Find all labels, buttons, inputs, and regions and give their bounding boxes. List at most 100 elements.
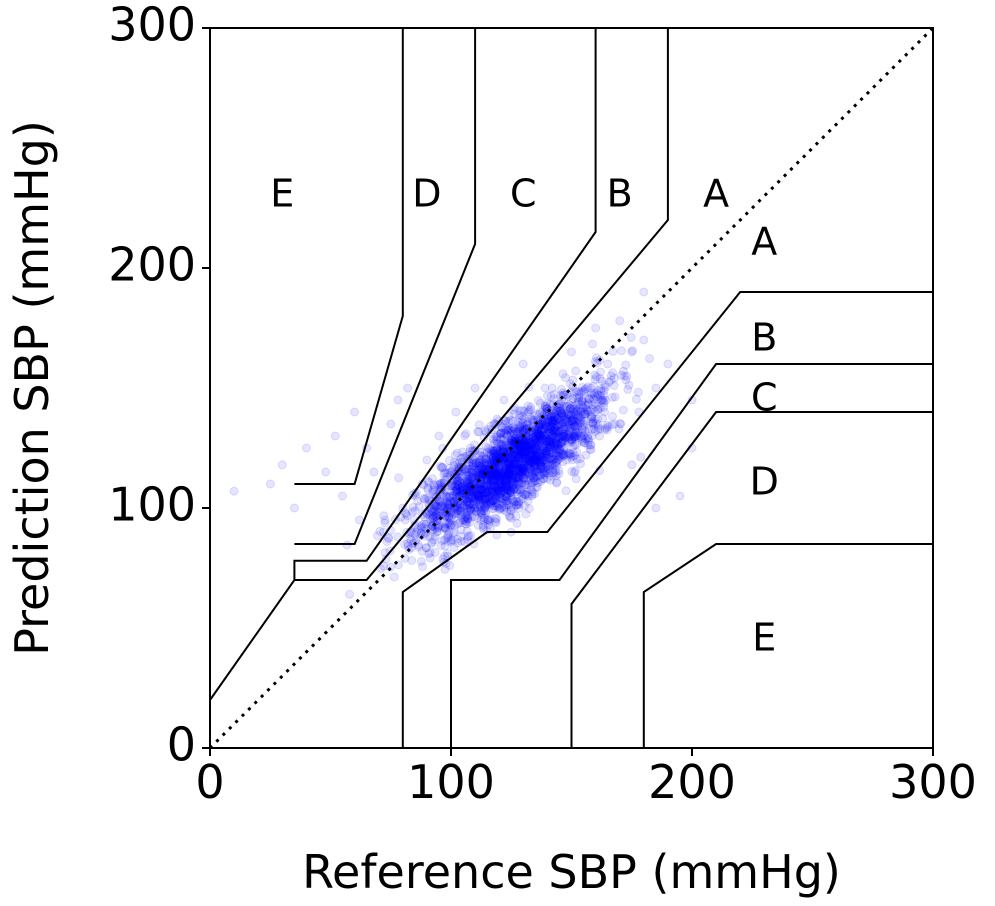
scatter-point — [446, 467, 456, 477]
scatter-point — [502, 471, 512, 481]
scatter-point — [521, 436, 531, 446]
scatter-point — [663, 359, 673, 369]
scatter-point — [521, 442, 531, 452]
scatter-point — [542, 422, 552, 431]
scatter-point — [580, 426, 590, 436]
scatter-point — [442, 497, 452, 507]
scatter-point — [486, 499, 496, 509]
scatter-point — [480, 494, 490, 504]
scatter-point — [265, 479, 275, 489]
scatter-point — [499, 441, 509, 451]
scatter-point — [540, 434, 550, 444]
scatter-point — [518, 359, 528, 369]
scatter-point — [513, 500, 523, 510]
scatter-point — [586, 383, 596, 393]
scatter-point — [606, 371, 616, 381]
scatter-point — [504, 460, 514, 470]
scatter-point — [583, 382, 593, 392]
scatter-point — [447, 481, 457, 491]
scatter-point — [526, 438, 536, 448]
scatter-point — [494, 463, 504, 473]
scatter-point — [541, 448, 551, 458]
scatter-point — [532, 461, 542, 471]
scatter-point — [506, 502, 516, 512]
scatter-point — [566, 452, 576, 462]
scatter-point — [505, 488, 515, 498]
scatter-point — [562, 455, 572, 465]
scatter-point — [452, 476, 462, 486]
scatter-point — [506, 486, 516, 496]
scatter-point — [483, 474, 493, 484]
scatter-point — [513, 452, 523, 462]
scatter-point — [616, 419, 626, 429]
scatter-point — [584, 399, 593, 409]
scatter-point — [645, 354, 654, 363]
scatter-point — [545, 442, 555, 452]
scatter-point — [493, 484, 503, 494]
scatter-point — [590, 357, 600, 366]
scatter-point — [405, 534, 415, 544]
scatter-point — [593, 414, 603, 424]
scatter-point — [468, 455, 478, 465]
scatter-point — [539, 429, 549, 439]
scatter-point — [462, 480, 472, 490]
scatter-point — [598, 395, 608, 404]
scatter-point — [508, 474, 518, 484]
scatter-point — [590, 390, 600, 400]
scatter-point — [495, 504, 505, 514]
scatter-point — [504, 475, 514, 485]
scatter-point — [526, 457, 536, 467]
scatter-point — [301, 443, 311, 453]
scatter-point — [627, 347, 637, 357]
scatter-point — [431, 512, 441, 522]
scatter-point — [532, 464, 542, 474]
scatter-point — [463, 532, 473, 542]
scatter-point — [456, 506, 466, 516]
scatter-point — [407, 507, 417, 517]
scatter-point — [481, 461, 491, 471]
zone-label-b: B — [607, 172, 633, 216]
scatter-point — [461, 429, 471, 439]
scatter-point — [527, 439, 537, 449]
scatter-point — [529, 445, 539, 455]
scatter-point — [506, 434, 516, 444]
scatter-point — [533, 429, 543, 439]
scatter-point — [601, 423, 611, 433]
scatter-point — [451, 508, 461, 518]
scatter-point — [533, 478, 543, 488]
scatter-point — [426, 510, 435, 520]
scatter-point — [550, 435, 560, 445]
scatter-point — [442, 487, 452, 497]
scatter-point — [468, 472, 478, 482]
scatter-point — [491, 496, 501, 506]
scatter-point — [475, 491, 485, 501]
scatter-point — [495, 428, 505, 438]
scatter-point — [506, 454, 515, 464]
scatter-point — [427, 508, 437, 518]
scatter-point — [547, 412, 556, 422]
scatter-point — [532, 437, 542, 447]
scatter-point — [345, 589, 354, 599]
scatter-point — [563, 423, 573, 433]
scatter-point — [481, 499, 491, 509]
scatter-point — [508, 423, 518, 433]
scatter-point — [514, 456, 524, 466]
scatter-point — [514, 424, 524, 434]
scatter-point — [418, 520, 427, 530]
scatter-point — [562, 401, 572, 411]
scatter-point — [530, 454, 540, 464]
scatter-point — [433, 480, 442, 490]
scatter-point — [511, 453, 521, 463]
scatter-point — [550, 460, 560, 470]
scatter-point — [515, 478, 525, 488]
scatter-point — [587, 389, 597, 399]
scatter-point — [543, 459, 553, 469]
scatter-point — [422, 493, 431, 503]
scatter-point — [504, 468, 514, 478]
scatter-point — [530, 467, 540, 477]
scatter-point — [565, 436, 574, 446]
scatter-point — [571, 366, 581, 376]
scatter-point — [566, 395, 576, 405]
scatter-point — [515, 461, 525, 471]
scatter-point — [563, 448, 573, 458]
